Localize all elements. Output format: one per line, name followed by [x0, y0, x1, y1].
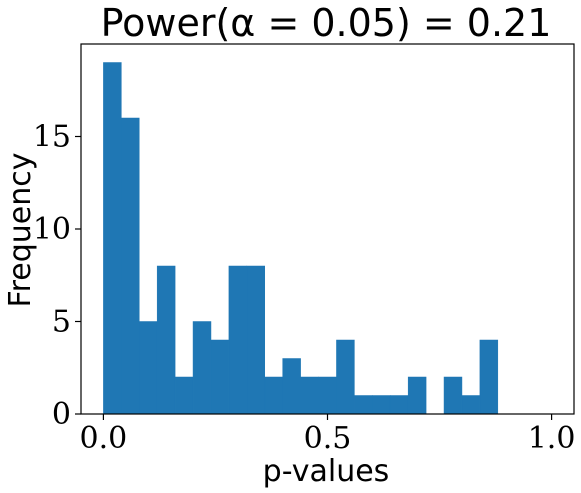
histogram-bar-11 [300, 376, 319, 415]
y-tick-label-2: 10 [33, 212, 71, 247]
x-tick-label-1: 0.5 [304, 421, 352, 456]
histogram-bar-12 [318, 376, 337, 415]
histogram-bar-6 [210, 339, 230, 415]
histogram-bar-19 [443, 376, 463, 415]
histogram-bar-2 [139, 321, 158, 415]
y-tick-label-0: 0 [52, 397, 71, 432]
histogram-bar-16 [389, 395, 409, 415]
histogram-bar-5 [192, 321, 212, 415]
chart-title: Power(α = 0.05) = 0.21 [101, 1, 552, 45]
y-tick-label-3: 15 [33, 120, 71, 155]
x-ticks-group: 0.0 0.5 1.0 [80, 414, 576, 456]
y-ticks-group: 0 5 10 15 [33, 120, 81, 432]
histogram-bar-13 [336, 339, 355, 415]
histogram-bar-14 [354, 395, 373, 415]
x-tick-label-0: 0.0 [80, 421, 128, 456]
histogram-bar-9 [264, 376, 283, 415]
bars-group [103, 62, 499, 415]
y-axis-label: Frequency [3, 153, 38, 308]
histogram-bar-21 [479, 339, 499, 415]
histogram-bar-1 [121, 117, 140, 415]
x-tick-label-2: 1.0 [528, 421, 576, 456]
histogram-bar-8 [246, 265, 266, 415]
histogram-bar-17 [407, 376, 427, 415]
histogram-bar-4 [174, 376, 194, 415]
y-tick-label-1: 5 [52, 305, 71, 340]
x-axis-label: p-values [263, 454, 390, 489]
histogram-bar-15 [372, 395, 391, 415]
histogram-bar-0 [103, 62, 122, 415]
histogram-bar-7 [228, 265, 248, 415]
histogram-bar-20 [461, 395, 481, 415]
histogram-bar-3 [156, 265, 176, 415]
histogram-bar-10 [282, 358, 301, 415]
